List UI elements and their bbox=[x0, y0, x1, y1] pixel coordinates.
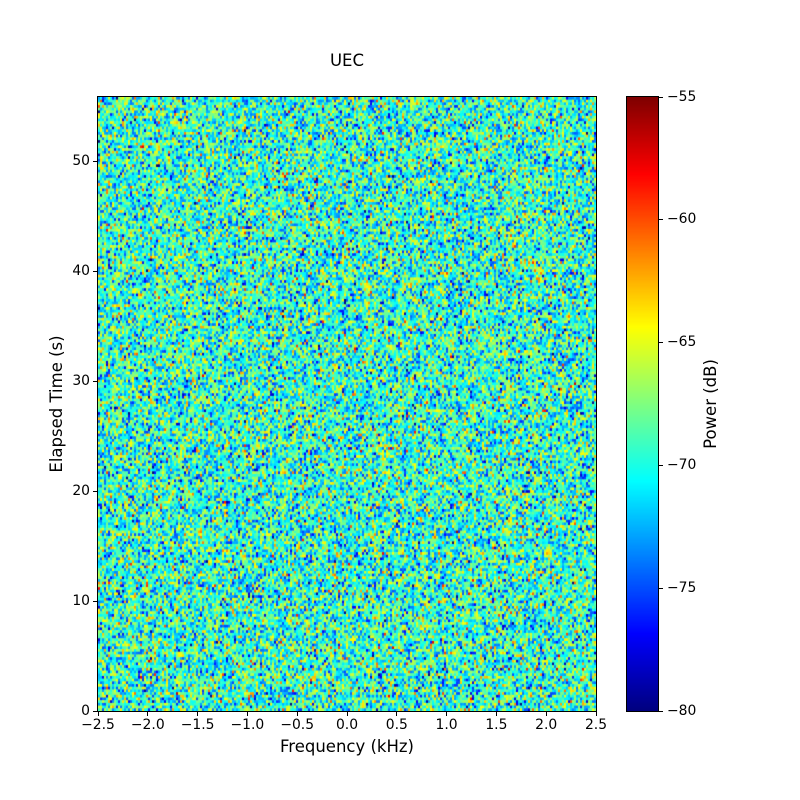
x-tick-label: 1.0 bbox=[435, 717, 458, 733]
colorbar-tick-mark bbox=[659, 342, 663, 344]
x-tick-mark bbox=[446, 712, 448, 716]
x-tick-label: 2.5 bbox=[584, 717, 608, 733]
y-tick-mark bbox=[93, 161, 97, 163]
colorbar-tick-label: −65 bbox=[667, 334, 697, 351]
colorbar-tick-mark bbox=[659, 96, 663, 98]
colorbar bbox=[626, 96, 659, 712]
colorbar-tick-label: −70 bbox=[667, 456, 697, 473]
x-tick-label: −0.5 bbox=[280, 717, 315, 733]
y-tick-mark bbox=[93, 600, 97, 602]
x-tick-mark bbox=[595, 712, 597, 716]
colorbar-tick-mark bbox=[659, 219, 663, 221]
y-tick-label: 30 bbox=[72, 372, 90, 389]
colorbar-tick-label: −55 bbox=[667, 88, 697, 105]
x-tick-label: −2.0 bbox=[130, 717, 165, 733]
x-tick-label: 1.5 bbox=[485, 717, 508, 733]
x-tick-label: 2.0 bbox=[535, 717, 558, 733]
x-tick-mark bbox=[346, 712, 348, 716]
x-axis-label: Frequency (kHz) bbox=[280, 737, 414, 756]
colorbar-tick-label: −60 bbox=[667, 211, 697, 228]
colorbar-tick-label: −80 bbox=[667, 702, 697, 719]
x-tick-label: −1.5 bbox=[180, 717, 215, 733]
y-tick-label: 20 bbox=[72, 482, 90, 499]
x-tick-label: 0.0 bbox=[335, 717, 359, 733]
x-tick-label: 0.5 bbox=[385, 717, 408, 733]
y-tick-label: 0 bbox=[81, 702, 90, 719]
spectrogram-heatmap bbox=[97, 96, 597, 712]
colorbar-tick-mark bbox=[659, 587, 663, 589]
x-tick-mark bbox=[545, 712, 547, 716]
plot-title: UEC bbox=[329, 51, 365, 71]
colorbar-tick-mark bbox=[659, 710, 663, 712]
x-tick-mark bbox=[296, 712, 298, 716]
x-tick-mark bbox=[396, 712, 398, 716]
y-tick-mark bbox=[93, 490, 97, 492]
x-tick-mark bbox=[97, 712, 99, 716]
y-tick-label: 10 bbox=[72, 592, 90, 609]
x-tick-mark bbox=[197, 712, 199, 716]
y-tick-mark bbox=[93, 271, 97, 273]
colorbar-tick-mark bbox=[659, 464, 663, 466]
colorbar-tick-label: −75 bbox=[667, 579, 697, 596]
x-tick-label: −2.5 bbox=[81, 717, 115, 733]
y-tick-mark bbox=[93, 710, 97, 712]
x-tick-mark bbox=[246, 712, 248, 716]
y-tick-label: 40 bbox=[72, 263, 90, 280]
y-tick-label: 50 bbox=[72, 153, 90, 170]
y-axis-label: Elapsed Time (s) bbox=[47, 335, 66, 473]
x-tick-label: −1.0 bbox=[230, 717, 265, 733]
x-tick-mark bbox=[495, 712, 497, 716]
y-tick-mark bbox=[93, 380, 97, 382]
colorbar-label: Power (dB) bbox=[701, 359, 720, 449]
x-tick-mark bbox=[147, 712, 149, 716]
